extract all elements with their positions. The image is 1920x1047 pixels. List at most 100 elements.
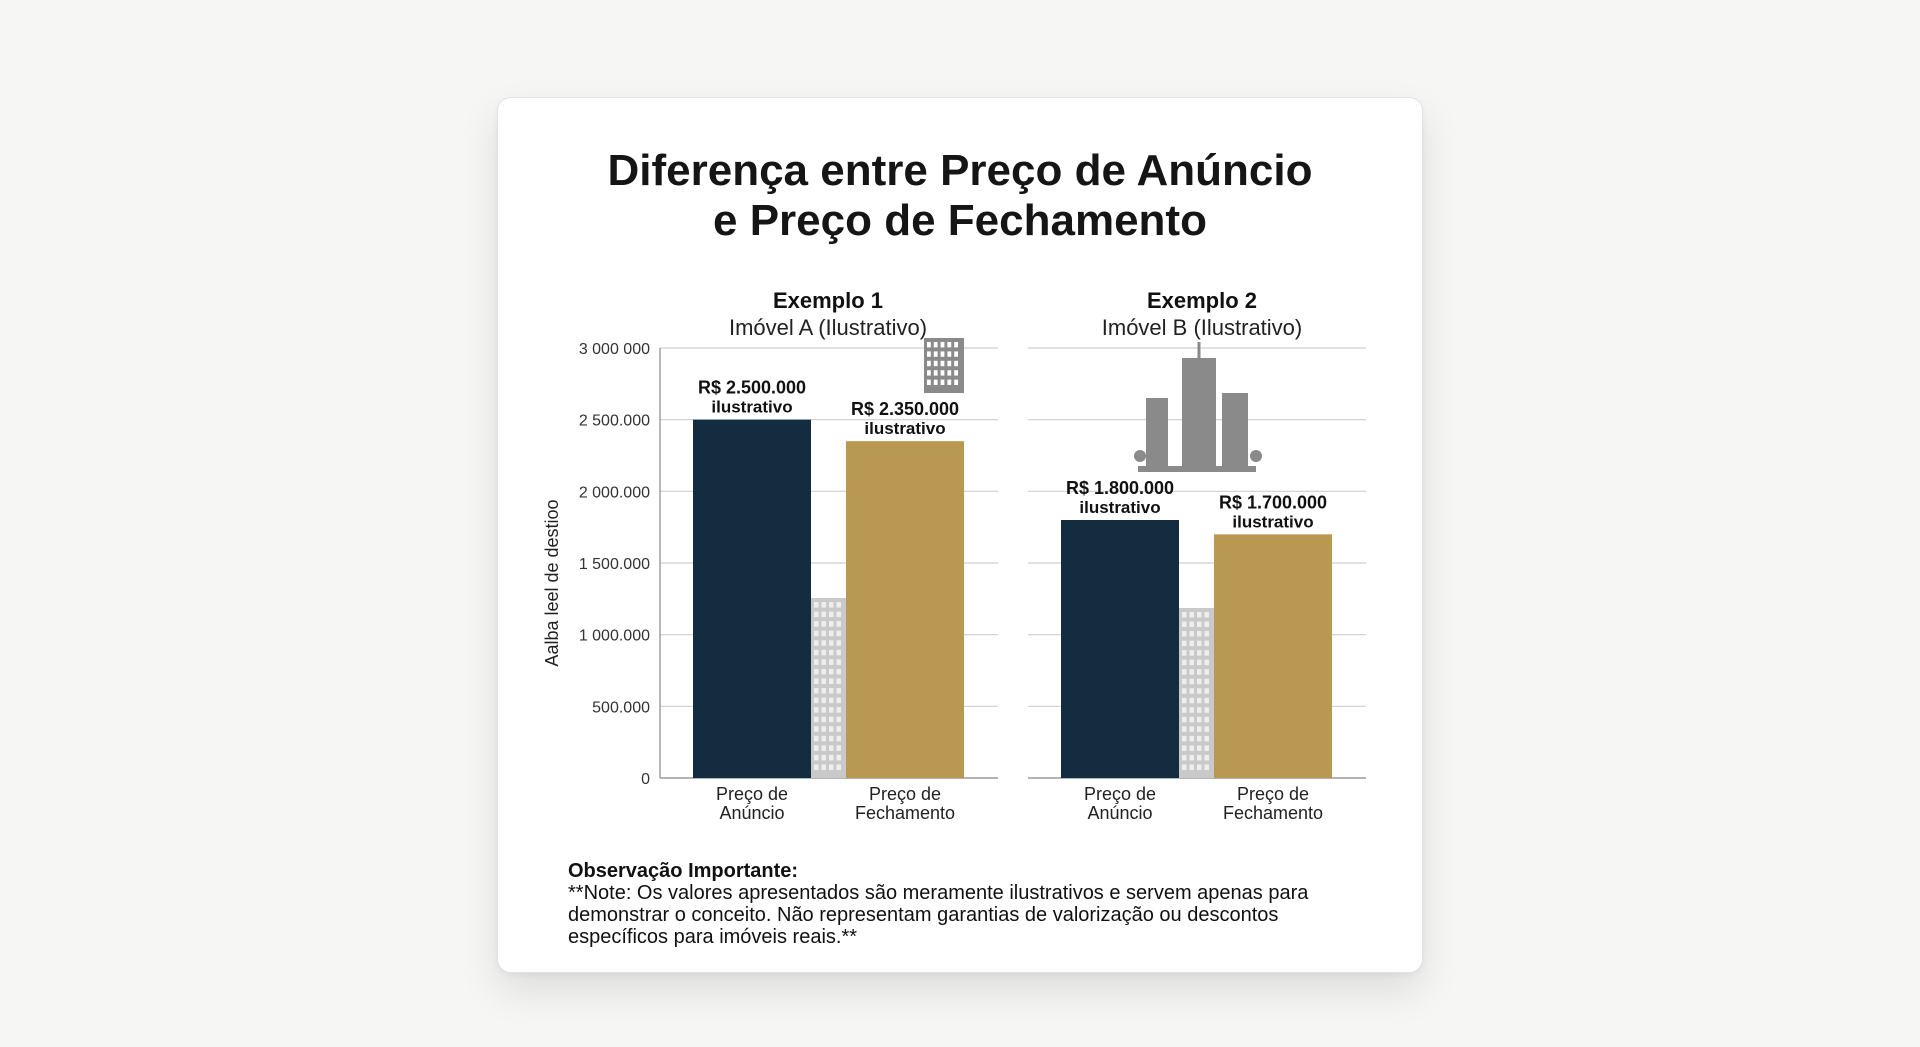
building-icon-window xyxy=(829,745,834,751)
building-icon-window xyxy=(1204,650,1209,656)
building-icon-window xyxy=(821,678,826,684)
data-label-note: ilustrativo xyxy=(1079,498,1160,517)
building-icon-window xyxy=(940,379,945,385)
building-icon-window xyxy=(814,630,819,637)
city-buildings-icon xyxy=(1134,342,1262,472)
building-icon-window xyxy=(814,726,819,732)
building-icon-window xyxy=(814,735,819,742)
building-icon-window xyxy=(829,678,834,684)
chart-title: Diferença entre Preço de Anúncio e Preço… xyxy=(498,146,1422,246)
building-icon-window xyxy=(814,754,819,761)
building-icon-window xyxy=(954,342,958,348)
building-icon-window xyxy=(821,621,826,627)
building-icon-window xyxy=(829,764,834,770)
note-body: **Note: Os valores apresentados são mera… xyxy=(568,882,1309,948)
building-icon-window xyxy=(933,360,938,367)
building-icon-window xyxy=(947,379,952,385)
x-tick-label: Preço de xyxy=(1084,784,1156,804)
building-icon-window xyxy=(1204,659,1209,666)
building-icon-window xyxy=(1204,726,1209,732)
building-icon-window xyxy=(947,360,952,367)
building-icon-window xyxy=(821,707,826,713)
city-building-center xyxy=(1182,358,1216,468)
y-axis-label: Aalba leel de destioo xyxy=(542,499,562,666)
building-icon-window xyxy=(1197,735,1202,742)
building-icon-window xyxy=(1189,650,1194,656)
building-icon-window xyxy=(940,342,945,348)
panel-subtitle-2: Imóvel B (Ilustrativo) xyxy=(1102,315,1303,340)
building-icon-window xyxy=(836,659,841,665)
x-tick-label: Preço de xyxy=(869,784,941,804)
building-icon-window xyxy=(1182,716,1187,723)
building-icon-window xyxy=(814,640,819,646)
building-icon-window xyxy=(1189,688,1194,694)
building-icon-window xyxy=(1197,754,1202,761)
building-icon-window xyxy=(814,764,819,770)
building-icon-window xyxy=(1189,621,1194,628)
building-icon-window xyxy=(814,716,819,723)
building-icon-window xyxy=(829,640,834,646)
building-icon-window xyxy=(814,668,819,675)
building-icon-window xyxy=(1204,764,1209,770)
building-icon-window xyxy=(829,754,834,761)
bar-preco-anuncio xyxy=(1061,520,1179,778)
building-icon-window xyxy=(1197,678,1202,685)
building-icon-window xyxy=(1204,678,1209,685)
building-icon-window xyxy=(1197,688,1202,694)
note-title: Observação Importante: xyxy=(568,860,799,882)
building-icon-window xyxy=(1204,745,1209,751)
building-icon-window xyxy=(821,726,826,732)
building-icon-window xyxy=(1189,612,1194,618)
building-icon-window xyxy=(829,726,834,732)
building-icon-window xyxy=(940,351,945,357)
building-icon-window xyxy=(1189,754,1194,761)
building-icon-window xyxy=(836,735,841,742)
building-icon-window xyxy=(947,351,952,357)
y-tick-label: 2 000.000 xyxy=(579,484,650,501)
building-icon-window xyxy=(829,649,834,656)
important-note: Observação Importante: **Note: Os valore… xyxy=(568,860,1368,948)
building-icon-window xyxy=(927,351,931,357)
building-icon xyxy=(924,338,964,393)
building-icon-window xyxy=(1204,754,1209,761)
building-icon-window xyxy=(940,360,945,367)
building-icon-window xyxy=(821,659,826,665)
building-icon-window xyxy=(814,697,819,704)
data-label-note: ilustrativo xyxy=(1232,512,1313,531)
building-icon-window xyxy=(1197,650,1202,656)
data-label-note: ilustrativo xyxy=(711,398,792,417)
building-icon-window xyxy=(1197,697,1202,704)
building-icon-window xyxy=(1182,678,1187,685)
building-icon-window xyxy=(836,745,841,751)
building-icon-window xyxy=(1189,631,1194,637)
building-icon-window xyxy=(821,649,826,656)
building-icon-window xyxy=(836,697,841,704)
building-icon-window xyxy=(836,602,841,608)
building-icon-window xyxy=(1189,678,1194,685)
building-icon-window xyxy=(821,754,826,761)
building-icon-window xyxy=(947,342,952,348)
building-icon-window xyxy=(814,649,819,656)
bar-preco-fechamento xyxy=(846,441,964,778)
building-icon-window xyxy=(814,678,819,684)
building-icon-window xyxy=(1189,640,1194,647)
building-icon-window xyxy=(1197,669,1202,675)
building-icon-window xyxy=(1204,612,1209,618)
building-icon-window xyxy=(829,621,834,627)
building-icon-window xyxy=(1189,764,1194,770)
chart-title-line-1: Diferença entre Preço de Anúncio xyxy=(607,146,1313,195)
building-icon-window xyxy=(814,621,819,627)
building-icon-window xyxy=(1182,688,1187,694)
building-icon-window xyxy=(1189,707,1194,713)
building-icon-window xyxy=(829,735,834,742)
building-icon-window xyxy=(927,360,931,367)
building-icon-window xyxy=(1182,659,1187,666)
building-icon-window xyxy=(836,678,841,684)
building-icon-window xyxy=(829,659,834,665)
building-icon-window xyxy=(836,630,841,637)
x-tick-label: Fechamento xyxy=(1223,803,1323,823)
building-icon-window xyxy=(947,370,952,376)
building-icon-window xyxy=(1182,612,1187,618)
building-icon-window xyxy=(1197,640,1202,647)
x-tick-label: Preço de xyxy=(716,784,788,804)
